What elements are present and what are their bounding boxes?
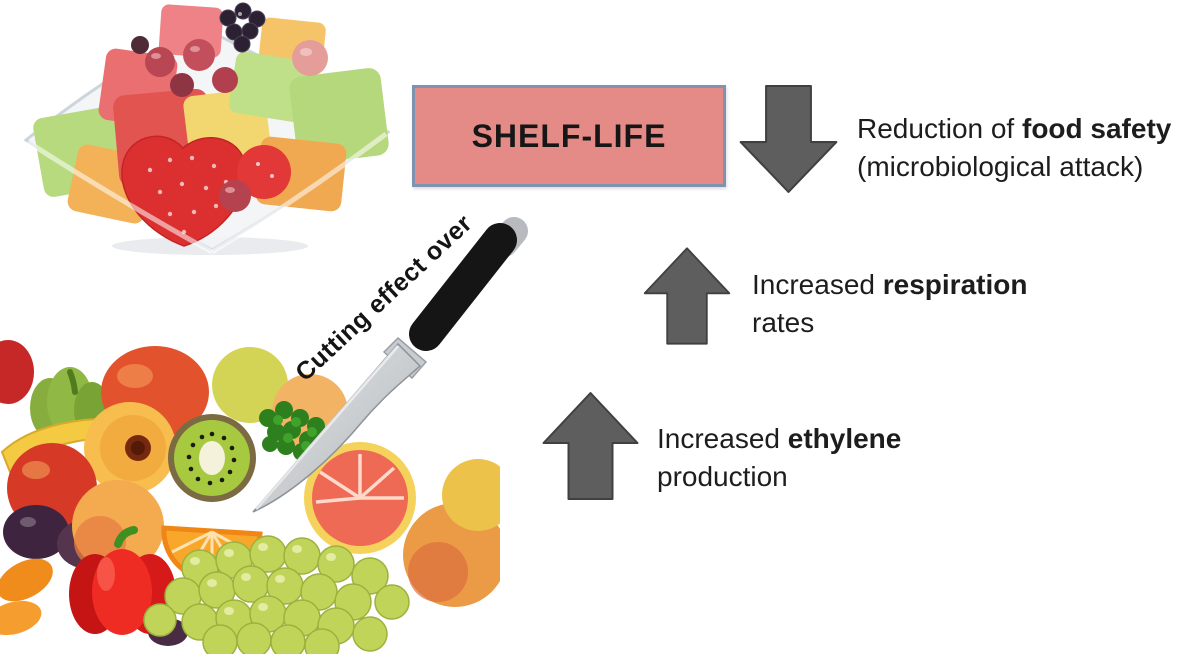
grape-bunch [143,535,410,654]
knife-image [252,217,528,513]
effect-food-safety-prefix: Reduction of [857,113,1022,144]
effect-respiration-line2: rates [752,307,815,338]
fruit-pile-photo [0,340,500,654]
shelf-life-box: SHELF-LIFE [412,85,726,187]
effect-ethylene-prefix: Increased [657,423,788,454]
fruit-salad-photo [23,2,391,255]
whole-fruits [0,340,500,654]
effect-ethylene: Increased ethylene production [657,420,901,496]
effect-food-safety-bold: food safety [1022,113,1172,144]
up-arrow-ethylene [542,392,639,500]
up-arrow-respiration [643,247,731,345]
blade-spine-highlight [254,345,400,510]
effect-respiration: Increased respiration rates [752,266,1027,342]
glass-highlight-2 [210,131,388,255]
glass-highlight [26,139,214,255]
effect-ethylene-line2: production [657,461,788,492]
effect-respiration-prefix: Increased [752,269,883,300]
effect-ethylene-bold: ethylene [787,423,902,454]
effect-respiration-bold: respiration [882,269,1028,300]
down-arrow [739,85,838,193]
knife-blade [252,342,422,513]
fruit-cubes [33,2,389,247]
effect-food-safety-line2: (microbiological attack) [857,151,1144,182]
shelf-life-label: SHELF-LIFE [471,117,667,154]
knife-handle [409,223,517,351]
effect-food-safety: Reduction of food safety (microbiologica… [857,110,1171,186]
